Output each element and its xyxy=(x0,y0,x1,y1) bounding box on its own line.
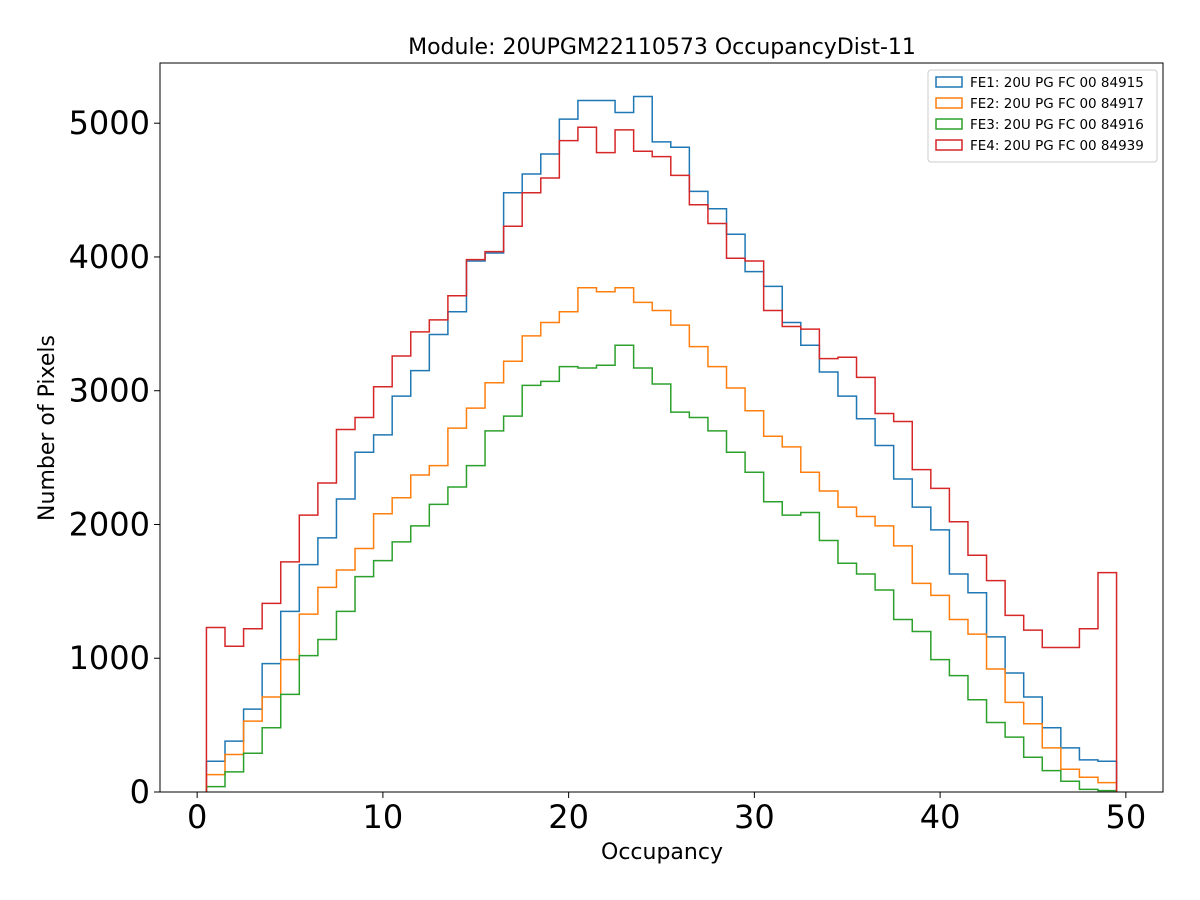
x-tick-label: 20 xyxy=(548,798,589,836)
series-line-fe2 xyxy=(205,286,1118,792)
x-tick-label: 10 xyxy=(363,798,404,836)
legend: FE1: 20U PG FC 00 84915 FE2: 20U PG FC 00… xyxy=(927,69,1158,163)
y-axis-label: Number of Pixels xyxy=(35,335,60,521)
legend-swatch-fe3 xyxy=(935,118,963,130)
x-axis-label: Occupancy xyxy=(601,840,723,865)
series-line-fe3 xyxy=(205,344,1118,792)
legend-swatch-fe4 xyxy=(935,139,963,151)
legend-entry-fe1: FE1: 20U PG FC 00 84915 xyxy=(970,75,1144,91)
series-line-fe4 xyxy=(205,126,1118,792)
chart-title: Module: 20UPGM22110573 OccupancyDist-11 xyxy=(408,35,916,60)
x-tick-label: 40 xyxy=(920,798,961,836)
x-tick-label: 50 xyxy=(1105,798,1146,836)
x-tick-label: 30 xyxy=(734,798,775,836)
y-axis: 0 1000 2000 3000 4000 5000 xyxy=(69,104,160,811)
x-tick-label: 0 xyxy=(187,798,207,836)
legend-swatch-fe2 xyxy=(935,97,963,109)
series-line-fe1 xyxy=(205,95,1118,792)
y-tick-label: 3000 xyxy=(69,372,150,410)
legend-box xyxy=(927,69,1158,163)
plot-area xyxy=(159,62,1164,793)
x-axis: 0 10 20 30 40 50 xyxy=(187,792,1146,836)
y-tick-label: 4000 xyxy=(69,238,150,276)
legend-swatch-fe1 xyxy=(935,76,963,88)
y-tick-label: 0 xyxy=(130,773,150,811)
y-tick-label: 5000 xyxy=(69,104,150,142)
legend-entry-fe2: FE2: 20U PG FC 00 84917 xyxy=(970,96,1144,112)
axes-frame xyxy=(159,62,1164,793)
y-tick-label: 2000 xyxy=(69,505,150,543)
legend-entry-fe4: FE4: 20U PG FC 00 84939 xyxy=(970,138,1144,154)
legend-entry-fe3: FE3: 20U PG FC 00 84916 xyxy=(970,117,1144,133)
y-tick-label: 1000 xyxy=(69,639,150,677)
